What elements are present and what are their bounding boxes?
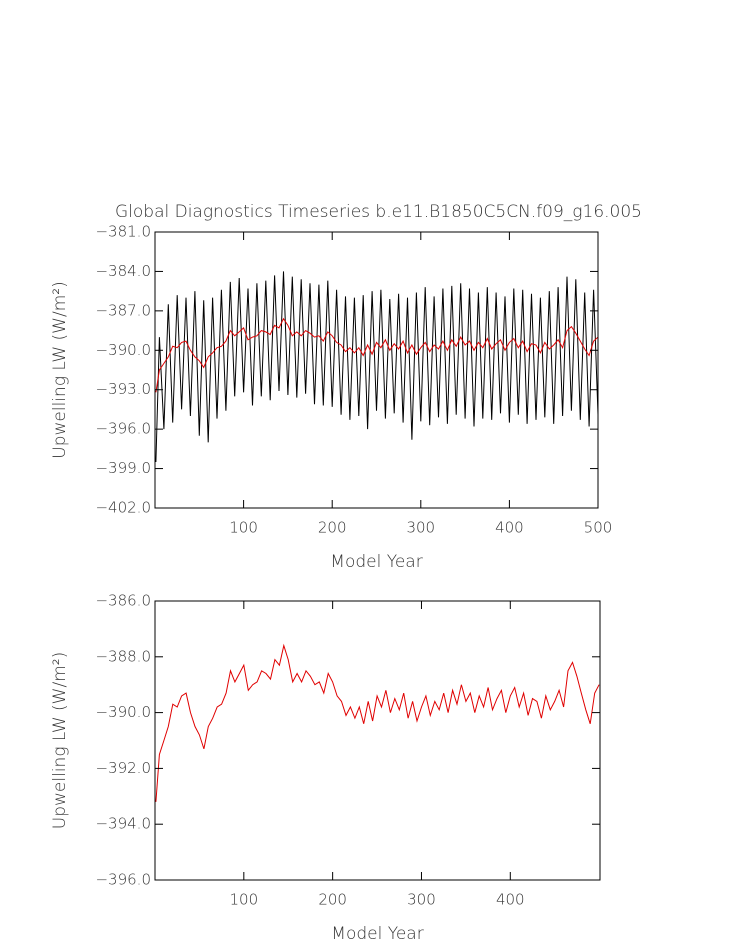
x-tick-label: 100 (230, 891, 259, 909)
y-tick-label: −387.0 (95, 301, 151, 319)
chart-title: Global Diagnostics Timeseries b.e11.B185… (115, 202, 642, 222)
y-tick-label: −390.0 (95, 703, 151, 721)
series-line (155, 643, 600, 802)
y-tick-label: −388.0 (95, 647, 151, 665)
x-tick-label: 200 (318, 891, 347, 909)
y-tick-label: −396.0 (95, 420, 151, 438)
y-tick-label: −390.0 (95, 341, 151, 359)
y-tick-label: −396.0 (95, 871, 151, 889)
x-tick-label: 300 (407, 891, 436, 909)
x-tick-label: 200 (318, 519, 347, 537)
y-tick-label: −394.0 (95, 815, 151, 833)
x-axis-label: Model Year (331, 924, 423, 944)
y-axis-label: Upwelling LW (W/m²) (50, 281, 70, 458)
x-axis-label: Model Year (330, 552, 422, 572)
plot-frame (154, 231, 599, 509)
y-axis-label: Upwelling LW (W/m²) (50, 652, 70, 829)
x-tick-label: 400 (495, 519, 524, 537)
x-tick-label: 300 (406, 519, 435, 537)
y-tick-label: −384.0 (95, 262, 151, 280)
series-line (155, 317, 599, 393)
y-tick-label: −381.0 (95, 223, 151, 241)
y-tick-label: −393.0 (95, 380, 151, 398)
x-tick-label: 100 (229, 519, 258, 537)
plot-frame (154, 600, 601, 881)
x-tick-label: 400 (496, 891, 525, 909)
series-line (155, 271, 599, 463)
x-tick-label: 500 (584, 519, 613, 537)
y-tick-label: −386.0 (95, 592, 151, 610)
y-tick-label: −392.0 (95, 759, 151, 777)
y-tick-label: −402.0 (95, 499, 151, 517)
y-tick-label: −399.0 (95, 459, 151, 477)
